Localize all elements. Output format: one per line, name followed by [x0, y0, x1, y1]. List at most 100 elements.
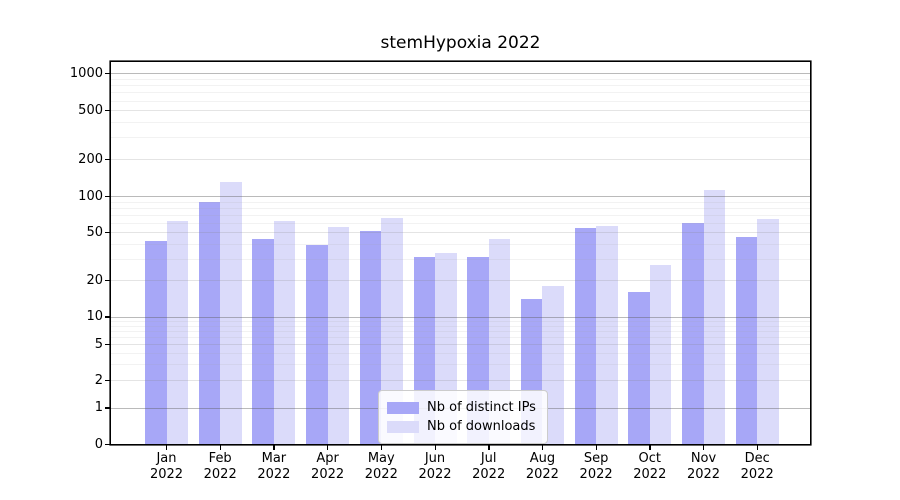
legend-swatch-distinct-ips	[387, 401, 419, 414]
bar-downloads-dec	[757, 218, 779, 444]
y-tickmark-200	[105, 158, 110, 160]
y-tickmark-5	[105, 343, 110, 345]
x-tick-label-dec: Dec 2022	[740, 451, 774, 482]
bar-downloads-mar	[273, 221, 296, 444]
bar-downloads-sep	[596, 226, 618, 444]
gridline-70	[111, 214, 810, 216]
bar-downloads-jan	[166, 221, 188, 444]
x-tickmark-oct	[649, 445, 651, 450]
gridline-200	[111, 159, 810, 161]
bar-downloads-feb	[220, 181, 242, 444]
bar-distinct-ips-dec	[735, 236, 758, 444]
gridline-600	[111, 100, 810, 102]
bar-distinct-ips-sep	[574, 228, 597, 444]
gridline-30	[111, 259, 810, 261]
x-tick-label-sep: Sep 2022	[579, 451, 613, 482]
bar-distinct-ips-mar	[252, 239, 274, 444]
bar-distinct-ips-feb	[198, 201, 221, 444]
x-tick-label-jul: Jul 2022	[472, 451, 506, 482]
bar-distinct-ips-oct	[628, 292, 650, 444]
x-tickmark-feb	[219, 445, 222, 450]
y-tickmark-1000	[105, 72, 110, 75]
x-tickmark-nov	[703, 445, 705, 450]
y-tick-label-0: 0	[94, 436, 103, 452]
bar-distinct-ips-nov	[682, 222, 704, 444]
bar-downloads-apr	[327, 227, 350, 444]
gridline-100	[111, 196, 810, 197]
gridline-80	[111, 207, 810, 209]
gridline-8	[111, 325, 810, 327]
legend-item-distinct-ips: Nb of distinct IPs	[379, 400, 547, 415]
gridline-9	[111, 320, 810, 322]
gridline-900	[111, 78, 810, 80]
gridline-3	[111, 364, 810, 366]
gridline-50	[111, 232, 810, 234]
y-tickmark-0	[105, 443, 110, 445]
x-tickmark-mar	[273, 445, 275, 450]
y-tick-label-20: 20	[86, 272, 103, 288]
y-tick-label-100: 100	[78, 188, 103, 204]
x-tick-label-nov: Nov 2022	[686, 451, 721, 482]
y-tick-label-5: 5	[94, 336, 103, 352]
legend-item-downloads: Nb of downloads	[379, 419, 547, 434]
y-tickmark-50	[105, 231, 110, 234]
bar-downloads-nov	[703, 189, 725, 444]
x-tick-label-aug: Aug 2022	[525, 451, 559, 482]
y-tickmark-1	[105, 407, 110, 409]
gridline-4	[111, 352, 810, 354]
bar-distinct-ips-may	[359, 231, 382, 444]
gridline-500	[111, 110, 810, 112]
y-tick-label-1: 1	[94, 400, 103, 416]
x-tickmark-dec	[756, 445, 759, 450]
legend-label-downloads: Nb of downloads	[427, 419, 536, 434]
y-tickmark-100	[105, 195, 110, 197]
x-tick-label-oct: Oct 2022	[633, 451, 667, 482]
gridline-10	[111, 316, 810, 318]
gridline-60	[111, 222, 810, 224]
gridline-6	[111, 336, 810, 338]
bar-distinct-ips-apr	[306, 245, 328, 444]
bar-distinct-ips-jan	[145, 241, 167, 444]
legend-swatch-downloads	[387, 420, 419, 433]
y-tickmark-2	[105, 379, 110, 382]
gridline-800	[111, 85, 810, 87]
legend: Nb of distinct IPs Nb of downloads	[378, 390, 548, 444]
chart-title: stemHypoxia 2022	[380, 33, 541, 53]
x-tick-label-jan: Jan 2022	[149, 451, 184, 482]
x-tickmark-aug	[541, 445, 544, 450]
legend-label-distinct-ips: Nb of distinct IPs	[427, 400, 536, 415]
gridline-1000	[111, 73, 810, 75]
x-tick-label-jun: Jun 2022	[418, 451, 452, 482]
y-tickmark-20	[105, 279, 110, 282]
y-tick-label-10: 10	[86, 309, 103, 325]
y-tickmark-10	[105, 316, 110, 318]
x-tickmark-apr	[327, 445, 329, 450]
x-tickmark-jul	[488, 445, 490, 450]
gridline-20	[111, 280, 810, 282]
gridline-5	[111, 344, 810, 346]
gridline-700	[111, 92, 810, 94]
bar-downloads-oct	[649, 264, 672, 444]
x-tick-label-apr: Apr 2022	[311, 451, 345, 482]
y-tick-label-50: 50	[86, 224, 103, 240]
bar-downloads-may	[381, 217, 403, 444]
gridline-40	[111, 244, 810, 246]
y-tick-label-500: 500	[78, 102, 103, 118]
x-tickmark-sep	[595, 445, 597, 450]
x-tick-label-mar: Mar 2022	[257, 451, 291, 482]
y-tickmark-500	[105, 109, 110, 112]
y-tick-label-1000: 1000	[69, 65, 103, 81]
gridline-2	[111, 380, 810, 382]
plot-area: Nb of distinct IPs Nb of downloads	[111, 62, 810, 444]
x-tickmark-jan	[166, 445, 168, 450]
x-tickmark-may	[380, 445, 383, 450]
gridline-300	[111, 137, 810, 139]
x-tick-label-may: May 2022	[364, 451, 398, 482]
y-tick-label-200: 200	[78, 151, 103, 167]
gridline-90	[111, 201, 810, 203]
x-tickmark-jun	[434, 445, 436, 450]
x-tick-label-feb: Feb 2022	[203, 451, 237, 482]
y-tick-label-2: 2	[94, 372, 103, 388]
gridline-7	[111, 330, 810, 332]
